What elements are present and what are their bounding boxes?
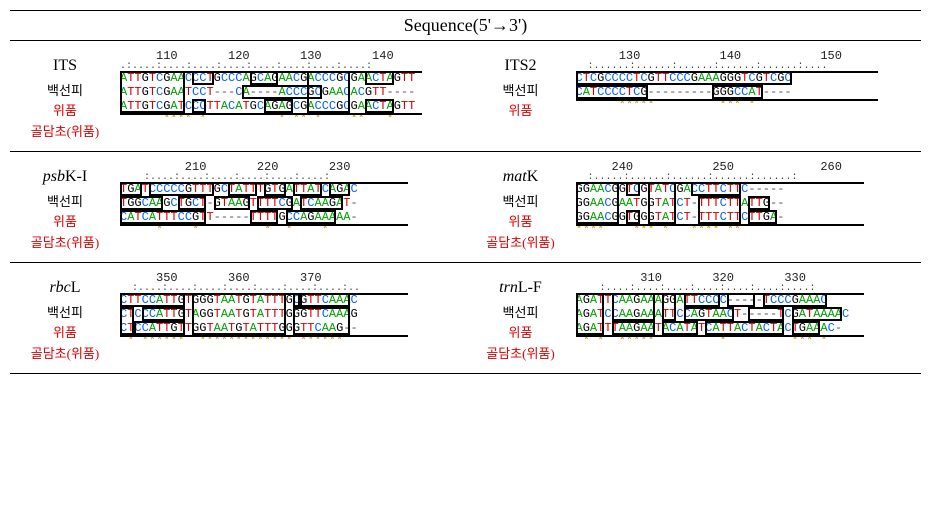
panel-row: rbcL백선피위품골담초(위품) 350 360 370 :....:....:…: [10, 263, 921, 374]
sample-label: 백선피: [466, 303, 576, 324]
sample-label: 백선피: [10, 192, 120, 213]
sequence-line: GGAACGAATGGTATCT-TTTCTTATTG--: [576, 196, 916, 210]
sample-label: 골담초(위품): [10, 122, 120, 143]
page-title: Sequence(5'→3'): [10, 10, 921, 41]
sample-label: 백선피: [10, 303, 120, 324]
sequence-line: GGAACGGTGGGTATCT-TTTCTTCTTGA-: [576, 210, 916, 224]
consensus-stars: **** *** * **** **: [576, 224, 916, 236]
panel-row: psbK-I백선피위품골담초(위품) 210 220 230 :....:...…: [10, 152, 921, 263]
sample-label: 위품: [466, 212, 576, 233]
label-column: trnL-F백선피위품골담초(위품): [466, 271, 576, 365]
consensus-stars: **** * * ** * ** *: [120, 113, 460, 125]
sequence-line: ATTGTCGATCCCTTACATGCAGAGCGACCCGCGAACTAGT…: [120, 99, 460, 113]
gene-name: rbcL: [10, 275, 120, 303]
sample-label: 골담초(위품): [10, 233, 120, 254]
label-column: rbcL백선피위품골담초(위품): [10, 271, 120, 365]
sample-label: 골담초(위품): [10, 344, 120, 365]
panel-row: ITS백선피위품골담초(위품) 110 120 130 140 .:....:.…: [10, 41, 921, 152]
label-column: matK백선피위품골담초(위품): [466, 160, 576, 254]
label-column: ITS백선피위품골담초(위품): [10, 49, 120, 143]
gene-name: ITS: [10, 53, 120, 81]
sample-label: 백선피: [466, 81, 576, 102]
sequence-line: TGATCCCCCGTTTGCTATTTGTGATTATCAGAC: [120, 182, 460, 196]
sample-label: 백선피: [10, 81, 120, 102]
sequence-line: CATCCCCTCG---------GGGCCAT----: [576, 85, 916, 99]
label-column: psbK-I백선피위품골담초(위품): [10, 160, 120, 254]
ruler-ticks: :....:....:....:....:....:....:....:..: [120, 285, 460, 293]
sample-label: 위품: [466, 323, 576, 344]
sample-label: 위품: [10, 101, 120, 122]
consensus-stars: * ****** ************* ******: [120, 335, 460, 347]
sequence-line: GGAACGGTCGTATCGACCTTCTTC-----: [576, 182, 916, 196]
alignment-panel: 240 250 260 :.....:......:......:......:…: [576, 160, 922, 254]
sequence-line: CATCATTTCCGTT-----TTTTGCCAGAAAAA-: [120, 210, 460, 224]
alignment-panel: 110 120 130 140 .:....:....:....:....:..…: [120, 49, 466, 143]
sample-label: 골담초(위품): [466, 344, 576, 365]
gene-name: ITS2: [466, 53, 576, 81]
sequence-line: CTCCCATTGTAGGTAATGTATTTGGGTTCAAAG: [120, 307, 460, 321]
sequence-line: CTCGCCCCTCGTTCCCGAAAGGGTCGTCGC: [576, 71, 916, 85]
sample-label: 백선피: [466, 192, 576, 213]
sample-label: 위품: [466, 101, 576, 122]
consensus-stars: * * * * *: [120, 224, 460, 236]
ruler-ticks: :....:....:....:....:....:....:: [120, 174, 460, 182]
sample-label: 골담초(위품): [466, 233, 576, 254]
sequence-line: CTCCATTGTTGGTAATGTATTTGGGTTCAAG--: [120, 321, 460, 335]
ruler-ticks: :......:......:......:......:......:....: [576, 63, 916, 71]
alignment-panel: 350 360 370 :....:....:....:....:....:..…: [120, 271, 466, 365]
consensus-stars: ***** *** *: [576, 99, 916, 111]
ruler-ticks: :.....:......:......:......:......:: [576, 174, 916, 182]
sequence-line: ATTGTCGAATCCT---CA----ACCCGCGAACACGTT---…: [120, 85, 460, 99]
alignment-table: ITS백선피위품골담초(위품) 110 120 130 140 .:....:.…: [10, 41, 921, 374]
sequence-line: AGATTTAAGAATACATATCATTACTACTACTGAAAC-: [576, 321, 916, 335]
sample-label: 위품: [10, 212, 120, 233]
gene-name: trnL-F: [466, 275, 576, 303]
gene-name: matK: [466, 164, 576, 192]
sample-label: 위품: [10, 323, 120, 344]
alignment-panel: 210 220 230 :....:....:....:....:....:..…: [120, 160, 466, 254]
sequence-line: AGATCCAAGAAATTCCAGTAACT-----TCGATAAAAC: [576, 307, 916, 321]
sequence-line: CTTCCATTGTGGGTAATGTATTTGCGTTCAAAC: [120, 293, 460, 307]
sequence-line: TGGCAAGCTGCT-GTAAGTTTTCGATCAAGAT-: [120, 196, 460, 210]
alignment-panel: 310 320 330 :....:....:....:....:....:..…: [576, 271, 922, 365]
sequence-line: ATTGTCGAACCCTGCCCAGCAGAACGACCCGCGAACTAGT…: [120, 71, 460, 85]
alignment-panel: 130 140 150 :......:......:......:......…: [576, 49, 922, 143]
ruler-ticks: :....:....:....:....:....:....:....:: [576, 285, 916, 293]
ruler-ticks: .:....:....:....:....:....:....:....:...…: [120, 63, 460, 71]
label-column: ITS2백선피위품: [466, 49, 576, 143]
sequence-line: AGATTCAAGAAAGGATTCCCC-----TCCCGAAAC: [576, 293, 916, 307]
consensus-stars: * * ***** * *** *: [576, 335, 916, 347]
gene-name: psbK-I: [10, 164, 120, 192]
